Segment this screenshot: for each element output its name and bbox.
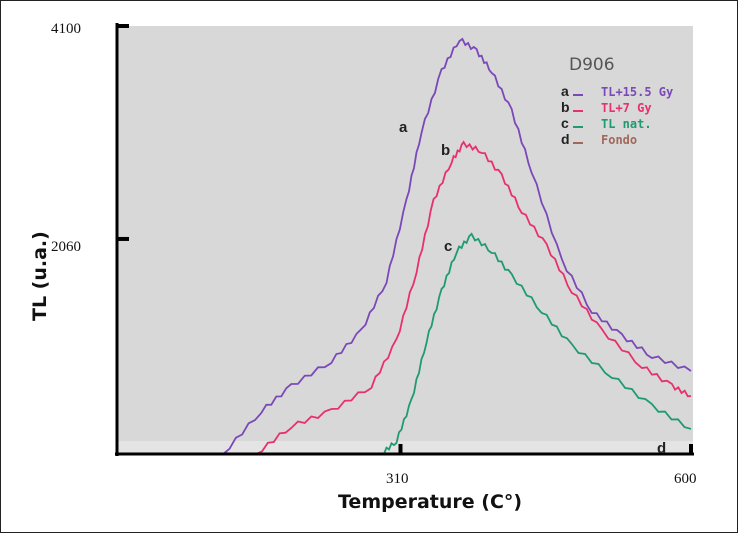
legend-label: Fondo bbox=[601, 133, 637, 147]
curve-label-c: c bbox=[444, 238, 452, 255]
legend-key: b bbox=[561, 99, 570, 115]
series-line-a bbox=[222, 37, 692, 455]
curve-label-a: a bbox=[399, 119, 408, 136]
plot-paper-band bbox=[117, 441, 693, 453]
legend: a TL+15.5 Gy b TL+7 Gy c TL nat. d Fondo bbox=[561, 83, 673, 147]
y-tick-mark bbox=[117, 236, 129, 241]
series-line-b bbox=[255, 140, 692, 455]
x-tick-label: 600 bbox=[674, 471, 697, 487]
legend-label: TL nat. bbox=[601, 117, 652, 131]
legend-key: d bbox=[561, 131, 570, 147]
y-tick-label: 2060 bbox=[51, 239, 81, 255]
x-tick-mark bbox=[689, 444, 693, 454]
legend-label: TL+15.5 Gy bbox=[601, 85, 673, 99]
x-axis-title: Temperature (C°) bbox=[338, 491, 522, 513]
curve-label-d: d bbox=[657, 440, 666, 457]
y-axis-title: TL (u.a.) bbox=[29, 231, 51, 321]
y-tick-label: 4100 bbox=[51, 21, 81, 37]
y-tick-mark bbox=[117, 24, 129, 28]
x-tick-label: 310 bbox=[386, 471, 409, 487]
plot-background bbox=[117, 26, 693, 454]
legend-label: TL+7 Gy bbox=[601, 101, 652, 115]
curve-label-b: b bbox=[441, 142, 450, 159]
legend-key: c bbox=[561, 115, 569, 131]
series-line-c bbox=[381, 232, 692, 455]
x-tick-mark bbox=[398, 444, 403, 454]
legend-key: a bbox=[561, 83, 569, 99]
chart-title: D906 bbox=[569, 55, 615, 75]
